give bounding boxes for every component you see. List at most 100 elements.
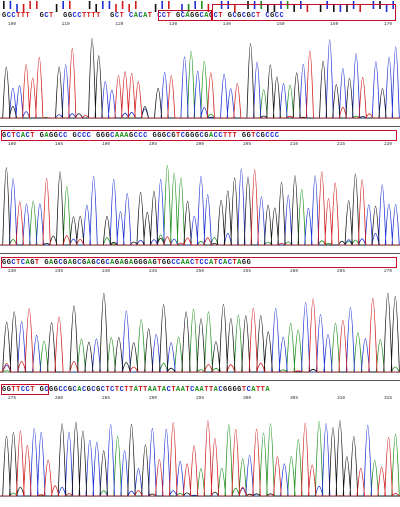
trace-plot xyxy=(0,38,400,119)
trace-plot xyxy=(0,164,400,246)
base-tick xyxy=(306,4,309,12)
base-letter: C xyxy=(72,12,78,20)
base-letter: G xyxy=(86,386,92,394)
base-letter: C xyxy=(180,132,186,140)
trace-t xyxy=(0,420,400,497)
base-letter: A xyxy=(213,386,219,394)
base-letter: G xyxy=(72,259,78,267)
position-label: 100 xyxy=(7,22,17,27)
base-letter: C xyxy=(77,132,82,140)
base-letter: T xyxy=(251,132,256,140)
base-letter: A xyxy=(208,132,214,140)
base-letter: G xyxy=(241,259,247,267)
position-label: 160 xyxy=(330,22,339,27)
base-letter: G xyxy=(190,12,195,20)
base-letter: A xyxy=(199,386,205,394)
base-letter: T xyxy=(81,12,87,20)
base-letter: T xyxy=(157,386,162,394)
base-letter: A xyxy=(208,259,214,267)
base-tick xyxy=(293,4,295,12)
position-ruler: 100 110 120 130 140 150 160 170 xyxy=(0,22,400,30)
base-letter: C xyxy=(11,259,17,267)
position-label: 255 xyxy=(242,269,252,274)
base-letter: G xyxy=(100,132,106,140)
base-letter: A xyxy=(128,259,134,267)
base-letter: C xyxy=(274,132,280,140)
base-letter: A xyxy=(176,386,181,394)
base-tick xyxy=(62,1,64,9)
chromatogram-panel-1: GCCTTT GCT GGCCTTTT GCT CACAT CCT GCAGGC… xyxy=(0,0,400,126)
position-label: 295 xyxy=(195,396,205,401)
base-letter: T xyxy=(16,386,21,394)
base-letter: G xyxy=(2,386,7,394)
base-letter: C xyxy=(72,386,78,394)
base-tick xyxy=(227,1,229,9)
base-letter: G xyxy=(185,132,191,140)
trace-t xyxy=(0,297,400,373)
base-letter: G xyxy=(53,132,59,140)
base-letter: A xyxy=(119,132,125,140)
base-letter: C xyxy=(81,132,87,140)
base-tick xyxy=(267,4,269,12)
base-letter: T xyxy=(204,386,209,394)
base-tick xyxy=(187,4,190,12)
position-label: 210 xyxy=(289,142,299,147)
base-letter: C xyxy=(63,386,68,394)
base-tick xyxy=(352,1,355,9)
trace-g xyxy=(0,292,400,373)
base-letter: C xyxy=(44,386,50,394)
base-letter: G xyxy=(30,259,35,267)
base-letter: C xyxy=(176,259,181,267)
base-letter: T xyxy=(176,132,181,140)
base-letter: T xyxy=(232,259,238,267)
base-tick xyxy=(207,4,210,12)
base-letter: T xyxy=(147,12,153,20)
base-tick xyxy=(16,4,18,12)
base-letter: G xyxy=(44,259,50,267)
base-letter: A xyxy=(185,259,191,267)
base-letter: C xyxy=(161,12,167,20)
base-letter: C xyxy=(20,259,26,267)
base-letter: A xyxy=(152,386,158,394)
base-letter: T xyxy=(218,12,224,20)
base-letter: A xyxy=(133,12,139,20)
base-letter: G xyxy=(2,12,7,20)
base-letter: T xyxy=(185,386,191,394)
chromatogram-panel-4: GGTTCCT GCGGCCGCACGCGCTCTCTTATTAATACTAAT… xyxy=(0,381,400,507)
trace-c xyxy=(0,168,400,246)
base-letter: C xyxy=(96,259,101,267)
panel-divider xyxy=(0,126,400,127)
base-letter: G xyxy=(114,259,120,267)
base-letter: C xyxy=(265,132,271,140)
base-letter: C xyxy=(232,12,238,20)
base-letter: T xyxy=(16,12,21,20)
position-label: 120 xyxy=(115,22,124,27)
base-tick xyxy=(379,1,381,9)
trace-c xyxy=(0,302,400,373)
base-tick xyxy=(102,1,104,9)
base-letter: C xyxy=(77,12,82,20)
base-letter: T xyxy=(16,259,21,267)
base-tick-row xyxy=(3,1,394,12)
base-letter: A xyxy=(25,259,31,267)
position-label: 315 xyxy=(383,396,393,401)
base-letter: G xyxy=(133,259,139,267)
position-ruler: 275 280 285 290 295 300 305 310 315 xyxy=(0,396,400,404)
base-letter: C xyxy=(199,259,205,267)
base-letter: C xyxy=(86,132,92,140)
base-tick xyxy=(326,1,328,9)
base-letter: A xyxy=(237,259,242,267)
base-letter: C xyxy=(180,12,186,20)
base-letter: T xyxy=(124,386,129,394)
base-tick xyxy=(260,1,262,9)
base-letter: T xyxy=(232,132,238,140)
base-letter: A xyxy=(194,386,200,394)
base-letter: C xyxy=(279,12,285,20)
base-tick xyxy=(22,4,25,12)
base-letter: T xyxy=(171,386,177,394)
base-letter: C xyxy=(114,12,120,20)
highlight-box xyxy=(1,384,49,395)
base-letter: G xyxy=(6,259,12,267)
base-letter: G xyxy=(49,386,54,394)
base-tick xyxy=(108,1,111,9)
